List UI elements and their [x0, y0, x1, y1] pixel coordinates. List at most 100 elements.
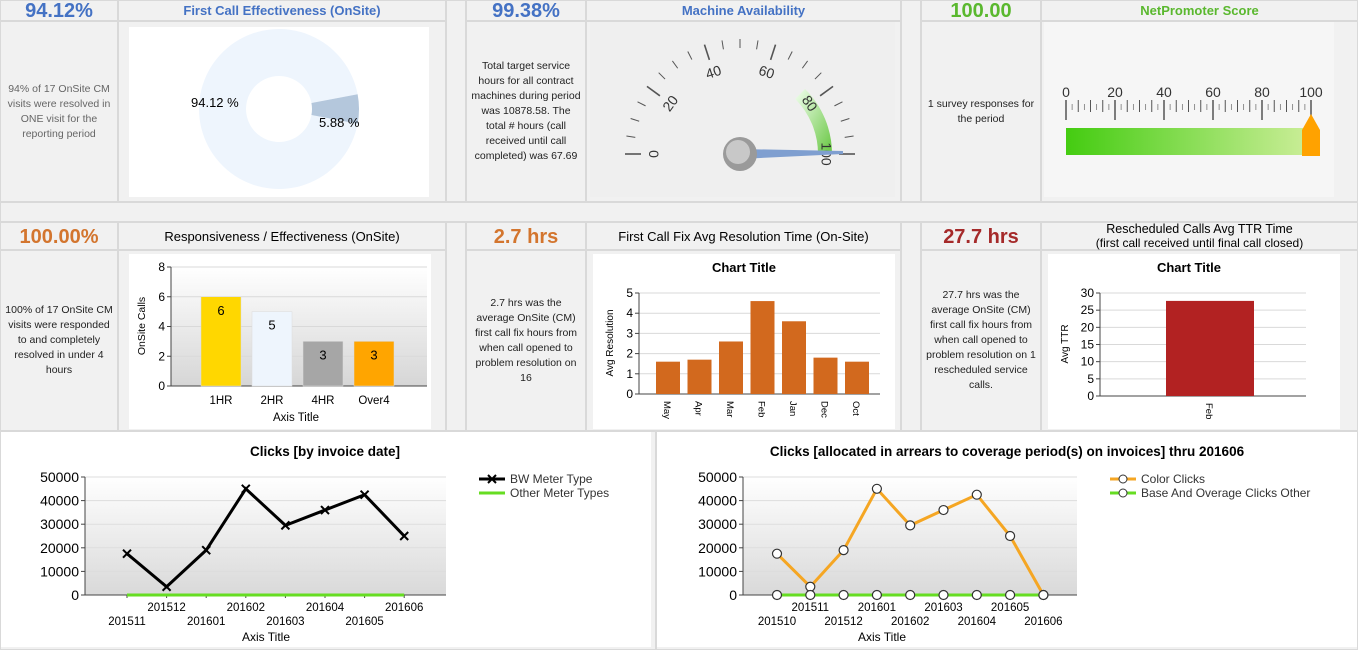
gauge-tick [834, 101, 843, 107]
nps-tick-label: 100 [1299, 84, 1323, 100]
nps-chart-cell: 0 20 40 60 80 100 [1041, 21, 1358, 202]
x-tick-label: Dec [819, 401, 830, 418]
data-point[interactable] [938, 589, 949, 601]
ma-desc-cell: Total target service hours for all contr… [466, 21, 586, 202]
data-point[interactable] [122, 548, 132, 559]
data-point[interactable] [161, 582, 172, 592]
gauge-tick [756, 40, 759, 50]
fce-title-cell: First Call Effectiveness (OnSite) [118, 0, 446, 21]
gauge-tick-label: 40 [703, 62, 723, 82]
data-point[interactable] [805, 581, 816, 592]
resched-description: 27.7 hrs was the average OnSite (CM) fir… [926, 289, 1036, 391]
y-axis-title: Avg Resolution [605, 309, 616, 376]
data-point[interactable] [201, 545, 211, 555]
data-point[interactable] [1005, 589, 1016, 601]
nps-kpi-cell: 100.00 [921, 0, 1041, 22]
fce-desc-cell: 94% of 17 OnSite CM visits were resolved… [0, 21, 118, 202]
nps-title-cell: NetPromoter Score [1041, 0, 1358, 21]
data-point[interactable] [320, 505, 330, 515]
data-point[interactable] [905, 520, 916, 531]
bar[interactable] [719, 341, 743, 394]
donut-label-large: 94.12 % [191, 95, 239, 110]
bar[interactable] [782, 321, 806, 394]
bar[interactable] [656, 361, 680, 394]
data-point[interactable] [1038, 589, 1049, 601]
donut-label-small: 5.88 % [319, 115, 360, 130]
gauge-needle [740, 149, 843, 159]
x-tick-label: 201602 [891, 616, 929, 628]
nps-linear-gauge[interactable]: 0 20 40 60 80 100 [1044, 22, 1334, 197]
bar[interactable] [302, 341, 344, 387]
x-tick-label: 201602 [227, 602, 265, 614]
bar[interactable] [750, 301, 775, 394]
resched-title-cell: Rescheduled Calls Avg TTR Time (first ca… [1041, 222, 1358, 250]
fcf-title-cell: First Call Fix Avg Resolution Time (On-S… [586, 222, 901, 250]
data-point[interactable] [399, 531, 409, 541]
data-point[interactable] [838, 545, 849, 556]
nps-kpi-value: 100.00 [950, 0, 1012, 22]
gap-cell-4 [901, 222, 921, 431]
ma-title-cell: Machine Availability [586, 0, 901, 21]
rescheduled-ttr-bar-chart[interactable]: Chart Title 0 5 10 15 20 25 30 Feb Avg TTR [1044, 251, 1344, 429]
gauge-tick [721, 40, 724, 50]
bar[interactable] [813, 357, 838, 394]
resp-desc-cell: 100% of 17 OnSite CM visits were respond… [0, 250, 118, 431]
y-tick-label: 50000 [698, 469, 737, 485]
data-point[interactable] [905, 589, 916, 601]
x-tick-label: 201603 [266, 616, 304, 628]
legend-marker [1118, 474, 1128, 484]
chart-title: Chart Title [1157, 260, 1221, 275]
x-tick-label: Apr [693, 401, 704, 416]
fcf-description: 2.7 hrs was the average OnSite (CM) firs… [474, 296, 578, 384]
data-point[interactable] [871, 589, 882, 601]
y-tick-label: 10 [1081, 355, 1095, 369]
series-line[interactable] [126, 486, 406, 589]
bar[interactable] [353, 341, 395, 387]
y-tick-label: 0 [71, 587, 79, 603]
data-point[interactable] [971, 589, 982, 601]
data-point[interactable] [1005, 530, 1016, 542]
legend-label: Color Clicks [1141, 472, 1205, 486]
y-tick-label: 3 [626, 326, 633, 340]
resp-description: 100% of 17 OnSite CM visits were respond… [5, 304, 113, 376]
bar[interactable] [845, 361, 869, 394]
data-point[interactable] [241, 484, 251, 494]
first-call-fix-bar-chart[interactable]: Chart Title 0 1 2 3 4 5 May Apr Mar Feb Jan Dec Oct Av… [589, 251, 899, 429]
gauge-tick [801, 60, 808, 69]
data-point[interactable] [771, 548, 783, 559]
gauge-tick [626, 135, 636, 138]
fce-description: 94% of 17 OnSite CM visits were resolved… [7, 82, 111, 140]
x-tick-label: 2HR [260, 395, 283, 407]
data-point[interactable] [805, 589, 816, 601]
plot-area [85, 477, 446, 595]
bar[interactable] [200, 296, 242, 387]
data-point[interactable] [838, 589, 849, 601]
donut-slice[interactable] [311, 94, 359, 124]
legend-marker [1118, 488, 1128, 498]
data-point[interactable] [938, 504, 949, 516]
fce-donut-chart[interactable]: 94.12 % 5.88 % [129, 27, 429, 197]
resched-title-line2: (first call received until final call cl… [1095, 236, 1304, 250]
y-tick-label: 5 [1087, 372, 1094, 386]
nps-tick-label: 60 [1205, 84, 1221, 100]
responsiveness-bar-chart[interactable]: 0 2 4 6 8 6 1HR 5 2HR 3 4HR 3 Over4 Axis Title OnSite … [121, 251, 441, 429]
bar[interactable] [251, 311, 293, 387]
fce-title: First Call Effectiveness (OnSite) [183, 3, 381, 18]
data-point[interactable] [971, 489, 982, 500]
bar[interactable] [1166, 300, 1254, 396]
data-point[interactable] [771, 589, 783, 601]
clicks-arrears-line-chart[interactable]: Clicks [allocated in arrears to coverage… [657, 432, 1357, 647]
data-point[interactable] [359, 489, 370, 500]
x-tick-label: Oct [850, 401, 861, 416]
data-point[interactable] [871, 483, 882, 494]
data-point[interactable] [280, 520, 291, 531]
x-tick-label: 201604 [306, 602, 345, 614]
bar[interactable] [687, 359, 712, 394]
ma-kpi-cell: 99.38% [466, 0, 586, 22]
donut-slice[interactable] [199, 28, 358, 189]
y-tick-label: 25 [1081, 303, 1095, 317]
legend-label: Base And Overage Clicks Other [1141, 486, 1310, 500]
clicks-invoice-line-chart[interactable]: Clicks [by invoice date] 0 10000 20000 30000… [1, 432, 651, 647]
y-tick-label: 0 [626, 387, 633, 401]
